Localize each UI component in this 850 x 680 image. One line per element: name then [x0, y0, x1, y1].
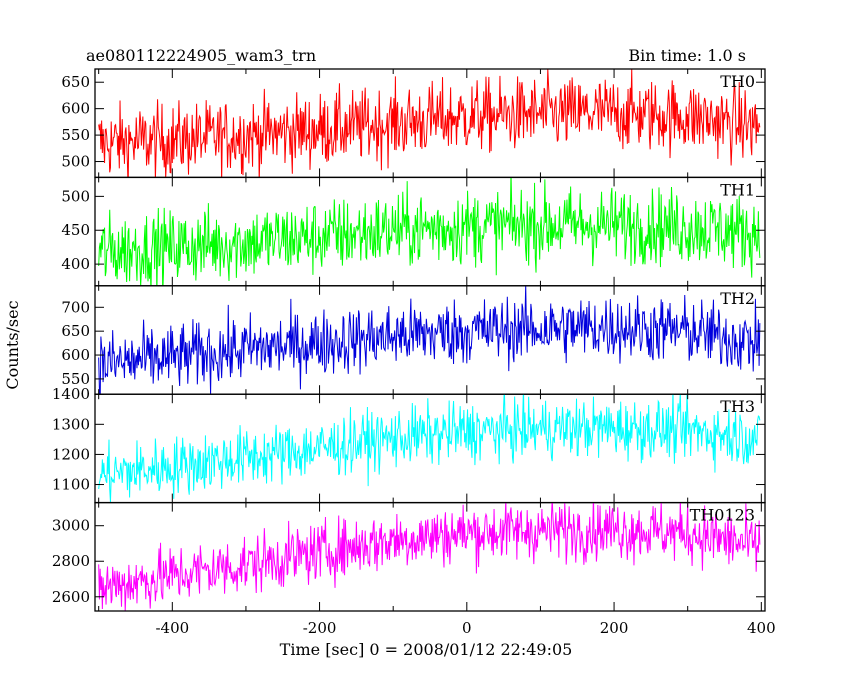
- y-tick-label: 1200: [52, 445, 90, 463]
- y-tick-label: 400: [61, 255, 90, 273]
- panel-label: TH2: [720, 289, 755, 308]
- y-tick-label: 500: [61, 187, 90, 205]
- y-tick-label: 3000: [52, 517, 90, 535]
- panel-th1: 400 450 500 TH1: [61, 176, 766, 287]
- panel-label: TH3: [720, 397, 755, 416]
- y-tick-label: 550: [61, 370, 90, 388]
- y-tick-label: 1300: [52, 415, 90, 433]
- y-tick-label: 500: [61, 153, 90, 171]
- series-line-th1: [98, 177, 761, 286]
- x-tick-label: 0: [462, 619, 472, 637]
- panel-th2: 550 600 650 700 TH2: [61, 285, 766, 395]
- series-line-th0: [98, 69, 761, 178]
- y-tick-label: 650: [61, 73, 90, 91]
- y-tick-label: 450: [61, 221, 90, 239]
- y-tick-label: 600: [61, 100, 90, 118]
- x-tick-label: 400: [747, 619, 776, 637]
- y-tick-label: 2600: [52, 588, 90, 606]
- panel-th0: 500 550 600 650 TH0: [61, 68, 766, 179]
- y-tick-label: 2800: [52, 552, 90, 570]
- panels: 500 550 600 650 TH0 400 450 500 TH1 550 600 650 700 T…: [52, 68, 776, 637]
- y-tick-label: 1100: [52, 476, 90, 494]
- series-line-th0123: [98, 502, 761, 612]
- y-tick-label: 600: [61, 346, 90, 364]
- panel-th0123: 2600 2800 3000 TH0123: [52, 501, 766, 612]
- y-tick-label: 700: [61, 298, 90, 316]
- chart-title-right: Bin time: 1.0 s: [628, 46, 746, 65]
- x-tick-label: -400: [155, 619, 189, 637]
- panel-label: TH1: [720, 180, 755, 199]
- panel-label: TH0: [720, 72, 755, 91]
- y-axis-label: Counts/sec: [3, 300, 22, 389]
- series-line-th2: [98, 285, 761, 395]
- x-tick-label: -200: [303, 619, 337, 637]
- y-tick-label: 1400: [52, 385, 90, 403]
- series-line-th3: [98, 394, 761, 503]
- panel-label: TH0123: [690, 506, 755, 525]
- y-tick-label: 650: [61, 322, 90, 340]
- x-axis-label: Time [sec] 0 = 2008/01/12 22:49:05: [280, 640, 573, 659]
- x-tick-label: 200: [600, 619, 629, 637]
- panel-th3: 1100 1200 1300 1400 TH3: [52, 385, 766, 504]
- chart-title-left: ae080112224905_wam3_trn: [86, 46, 316, 65]
- panel-frame: [94, 501, 766, 612]
- y-tick-label: 550: [61, 126, 90, 144]
